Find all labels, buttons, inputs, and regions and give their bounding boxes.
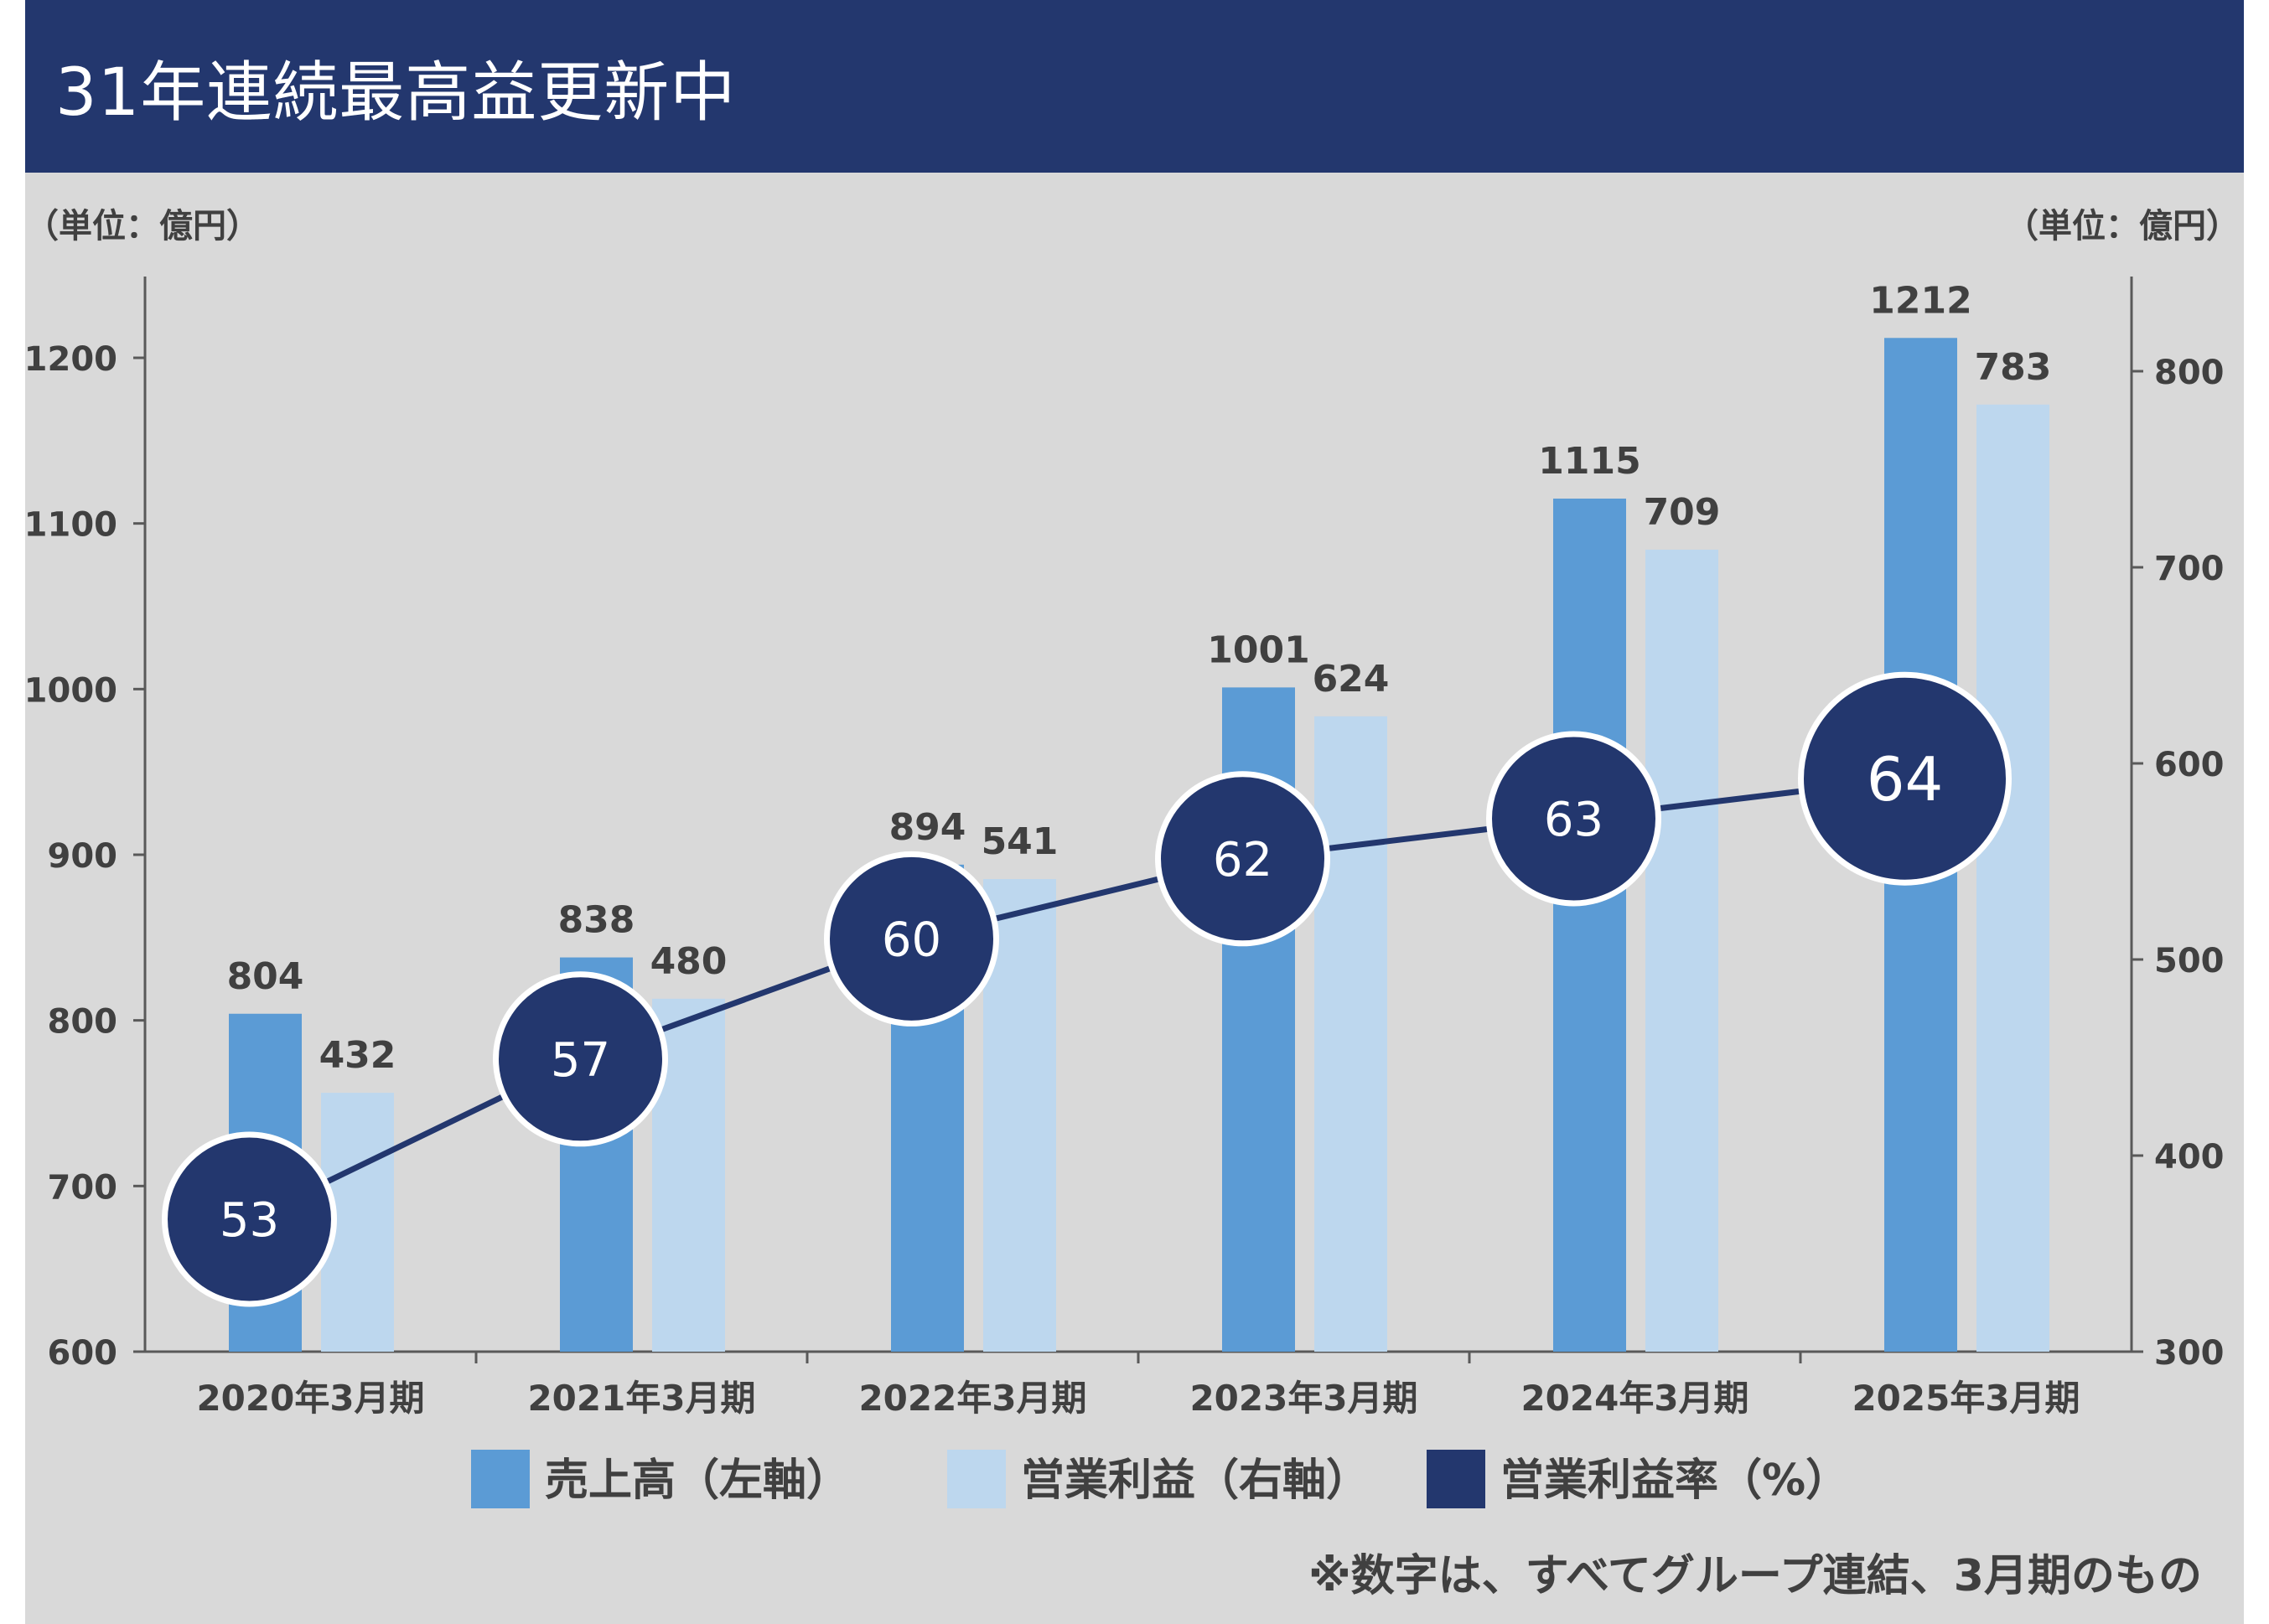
x-tick-label: 2022年3月期 xyxy=(858,1378,1086,1419)
data-label-operating-profit: 432 xyxy=(319,1034,396,1077)
data-label-sales: 1115 xyxy=(1538,440,1640,483)
left-tick-label: 600 xyxy=(48,1334,118,1373)
bar-operating-profit xyxy=(1314,716,1387,1352)
left-tick-label: 1200 xyxy=(24,340,117,379)
x-tick-label: 2025年3月期 xyxy=(1852,1378,2080,1419)
data-label-sales: 804 xyxy=(227,955,304,998)
x-tick-label: 2021年3月期 xyxy=(527,1378,755,1419)
left-axis-unit: （単位：億円） xyxy=(25,207,260,246)
marker-operating-margin xyxy=(824,851,999,1027)
data-label-operating-margin: 63 xyxy=(1544,793,1603,847)
x-tick-label: 2020年3月期 xyxy=(196,1378,424,1419)
legend-swatch xyxy=(947,1450,1006,1508)
legend-label: 売上高（左軸） xyxy=(545,1456,850,1506)
data-label-operating-profit: 709 xyxy=(1644,491,1721,534)
page-title: 31年連続最高益更新中 xyxy=(55,55,737,131)
data-label-sales: 894 xyxy=(889,806,966,849)
data-label-operating-margin: 53 xyxy=(220,1193,279,1248)
legend-swatch xyxy=(471,1450,530,1508)
data-label-operating-margin: 57 xyxy=(551,1033,610,1088)
marker-operating-margin xyxy=(493,971,668,1147)
data-label-operating-profit: 480 xyxy=(650,940,728,983)
data-label-operating-margin: 62 xyxy=(1213,833,1272,887)
marker-operating-margin xyxy=(162,1131,337,1307)
right-tick-label: 300 xyxy=(2154,1334,2225,1373)
marker-operating-margin xyxy=(1155,771,1330,947)
data-label-sales: 838 xyxy=(558,899,635,942)
left-tick-label: 800 xyxy=(48,1003,118,1042)
bar-sales xyxy=(1553,499,1626,1352)
legend-label: 営業利益率（%） xyxy=(1500,1456,1849,1506)
x-tick-label: 2023年3月期 xyxy=(1189,1378,1417,1419)
footnote: ※数字は、すべてグループ連結、3月期のもの xyxy=(1308,1551,2202,1601)
data-label-operating-margin: 60 xyxy=(882,913,941,967)
right-tick-label: 800 xyxy=(2154,354,2225,392)
left-tick-label: 1000 xyxy=(24,671,117,710)
data-label-operating-margin: 64 xyxy=(1867,744,1944,815)
right-tick-label: 400 xyxy=(2154,1138,2225,1177)
right-axis-unit: （単位：億円） xyxy=(2005,207,2240,246)
bar-operating-profit xyxy=(1976,404,2049,1352)
x-tick-label: 2024年3月期 xyxy=(1520,1378,1748,1419)
right-tick-label: 700 xyxy=(2154,550,2225,588)
data-label-sales: 1212 xyxy=(1869,279,1971,322)
data-label-operating-profit: 783 xyxy=(1975,346,2052,389)
right-tick-label: 600 xyxy=(2154,746,2225,784)
data-label-operating-profit: 624 xyxy=(1313,658,1390,701)
legend-swatch xyxy=(1427,1450,1485,1508)
data-label-sales: 1001 xyxy=(1207,628,1309,671)
data-label-operating-profit: 541 xyxy=(982,820,1059,863)
marker-operating-margin xyxy=(1798,671,2012,886)
legend-label: 営業利益（右軸） xyxy=(1021,1456,1370,1506)
marker-operating-margin xyxy=(1486,731,1661,907)
left-tick-label: 900 xyxy=(48,837,118,876)
right-tick-label: 500 xyxy=(2154,942,2225,980)
left-tick-label: 700 xyxy=(48,1168,118,1207)
bar-operating-profit xyxy=(1645,549,1718,1352)
left-tick-label: 1100 xyxy=(24,506,117,545)
title-bar: 31年連続最高益更新中 xyxy=(25,0,2244,173)
